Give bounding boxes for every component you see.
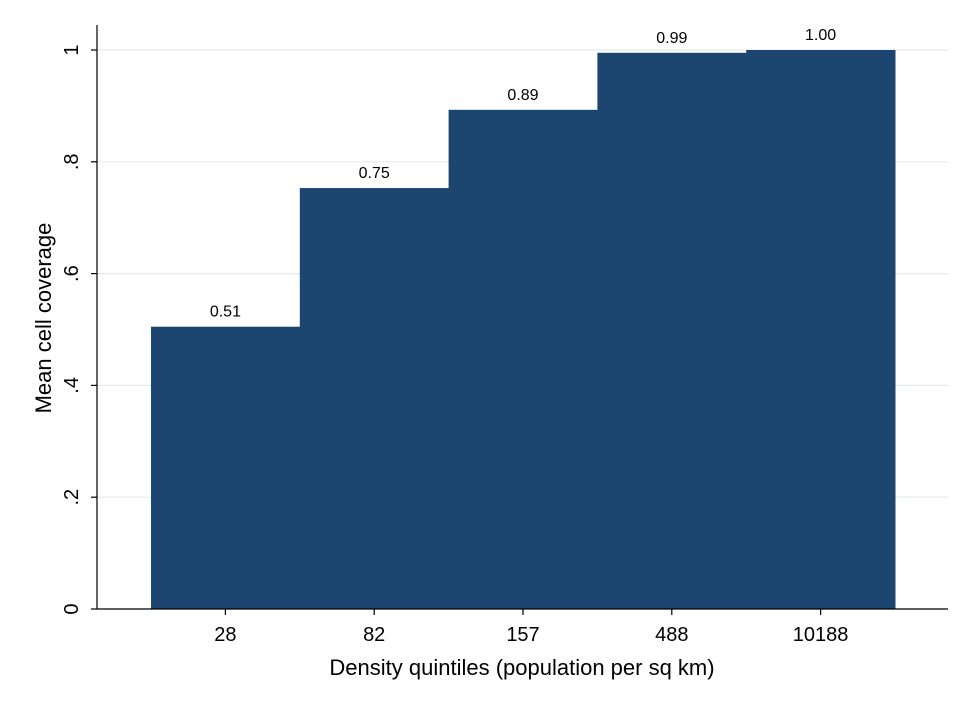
x-tick-label: 488	[655, 624, 688, 646]
data-label: 0.75	[359, 165, 390, 182]
bar	[299, 188, 450, 609]
y-axis-title: Mean cell coverage	[31, 223, 56, 414]
bar	[746, 50, 896, 609]
x-axis-ticks: 28 82 157 488 10188	[214, 609, 848, 646]
y-tick-label: 0	[61, 603, 83, 614]
y-tick-label: .4	[61, 377, 83, 394]
data-label: 0.51	[210, 304, 241, 321]
data-label: 0.89	[507, 87, 538, 104]
x-tick-label: 82	[363, 624, 385, 646]
bar	[597, 52, 747, 610]
data-label: 0.99	[656, 30, 687, 47]
data-label: 1.00	[805, 27, 836, 44]
y-tick-label: 1	[61, 44, 83, 55]
x-tick-label: 157	[506, 624, 539, 646]
data-labels: 0.51 0.75 0.89 0.99 1.00	[210, 27, 836, 321]
y-axis-ticks: 0 .2 .4 .6 .8 1	[61, 44, 97, 615]
bar	[448, 109, 598, 610]
bars	[151, 50, 896, 610]
x-tick-label: 28	[214, 624, 236, 646]
bar	[151, 326, 301, 609]
x-tick-label: 10188	[793, 624, 849, 646]
y-tick-label: .8	[61, 153, 83, 170]
y-tick-label: .6	[61, 265, 83, 282]
y-tick-label: .2	[61, 489, 83, 506]
x-axis-title: Density quintiles (population per sq km)	[329, 655, 714, 680]
